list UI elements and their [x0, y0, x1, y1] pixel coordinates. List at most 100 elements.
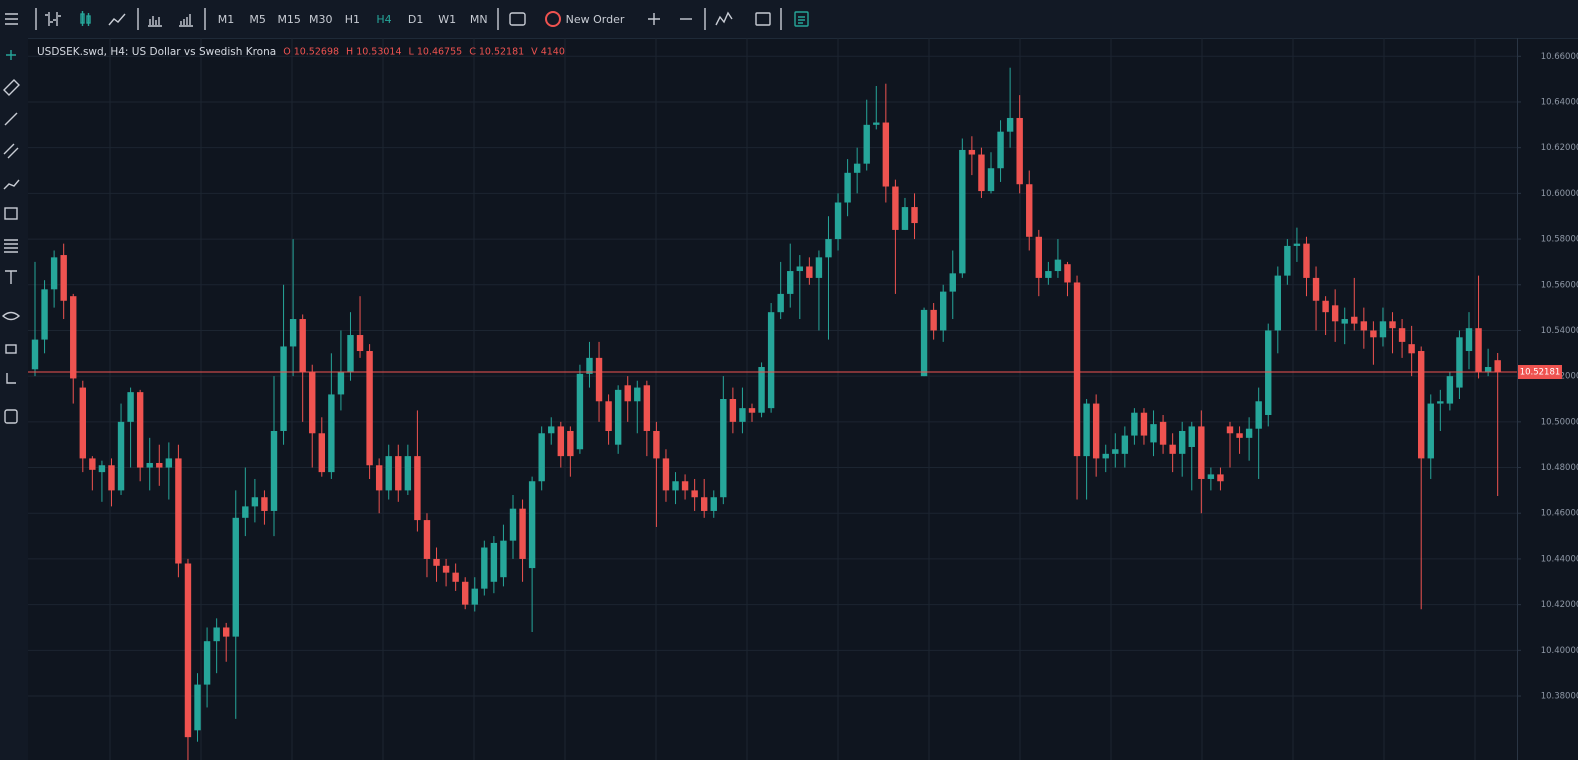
ruler-tool[interactable]: [3, 79, 20, 96]
candle-body: [89, 458, 96, 470]
candle-body: [1331, 305, 1339, 322]
timeframe-button[interactable]: M5: [249, 13, 266, 26]
timeframe-button[interactable]: M30: [309, 13, 333, 26]
last-price-tag: [1518, 365, 1562, 380]
visibility-toggle[interactable]: [1, 311, 21, 321]
new-order-button[interactable]: New Order: [566, 13, 625, 26]
candle-body: [509, 508, 517, 541]
last-price-label: 10.52181: [1520, 368, 1561, 378]
candle-body: [911, 207, 918, 224]
zoom-in-button[interactable]: [648, 13, 660, 25]
polyline-tool[interactable]: [3, 179, 20, 190]
candle-body: [127, 392, 134, 422]
timeframe-button[interactable]: W1: [438, 13, 456, 26]
candle-body: [184, 563, 192, 738]
screenshot-button[interactable]: [509, 12, 526, 26]
candle-body: [767, 312, 775, 409]
candle-body: [930, 309, 937, 331]
candle-body: [136, 392, 144, 468]
candle-body: [1370, 330, 1377, 338]
y-tick-label: 10.42000: [1541, 600, 1578, 610]
line-chart-button[interactable]: [108, 13, 126, 26]
candle-body: [1226, 426, 1234, 434]
candle-body: [1427, 403, 1434, 459]
candle-body: [968, 149, 976, 155]
y-tick-label: 10.38000: [1541, 692, 1578, 702]
timeframe-button[interactable]: M15: [277, 13, 301, 26]
candle-body: [156, 462, 163, 468]
candle-body: [385, 456, 392, 491]
y-tick-label: 10.64000: [1541, 97, 1578, 107]
candle-body: [1322, 300, 1329, 313]
candle-body: [165, 458, 173, 468]
candle-body: [1159, 421, 1167, 445]
candle-body: [146, 462, 153, 468]
candle-body: [901, 207, 909, 230]
candles: [31, 67, 1501, 760]
ohlc-value: L 10.46755: [409, 47, 463, 58]
candle-body: [60, 255, 67, 301]
candle-body: [1274, 275, 1281, 331]
candle-body: [356, 335, 364, 352]
candle-body: [815, 257, 823, 278]
candle-body: [1475, 328, 1482, 372]
candle-body: [1179, 430, 1186, 454]
candle-body: [1255, 401, 1262, 429]
timeframe-button[interactable]: H1: [345, 13, 360, 26]
candle-body: [710, 497, 717, 511]
crosshair-tool[interactable]: [6, 50, 16, 60]
candle-body: [1064, 264, 1071, 283]
candle-body: [452, 572, 459, 582]
timeframe-button[interactable]: M1: [218, 13, 235, 26]
volume-button[interactable]: [148, 16, 162, 27]
candle-body: [806, 266, 813, 278]
candle-chart-button[interactable]: [80, 11, 91, 26]
menu-button[interactable]: [5, 13, 18, 25]
lock-toggle[interactable]: [5, 344, 17, 354]
candle-body: [643, 385, 651, 431]
candle-body: [576, 373, 584, 450]
candle-body: [1026, 184, 1033, 237]
objects-list[interactable]: [4, 409, 18, 424]
timeframe-button[interactable]: D1: [408, 13, 423, 26]
templates-button[interactable]: [794, 11, 809, 27]
candle-body: [404, 456, 412, 491]
grid: 10.66000 10.64000 10.62000 10.60000 10.58000…: [28, 38, 1578, 760]
candle-body: [1494, 360, 1501, 373]
candle-body: [1265, 330, 1272, 415]
fibonacci-tool[interactable]: [4, 239, 18, 253]
candle-body: [490, 542, 498, 582]
candle-body: [787, 271, 794, 294]
candle-body: [1379, 321, 1387, 338]
tick-volume-button[interactable]: [179, 14, 193, 27]
y-tick-label: 10.46000: [1541, 509, 1578, 519]
candle-body: [366, 351, 373, 466]
period-separator-button[interactable]: [755, 12, 771, 26]
candle-body: [1236, 433, 1243, 438]
candle-body: [1360, 321, 1368, 331]
candle-body: [873, 122, 880, 125]
new-order-icon[interactable]: [545, 11, 561, 27]
candle-body: [1351, 316, 1358, 324]
candle-body: [1054, 259, 1062, 272]
candle-body: [337, 371, 345, 395]
candle-body: [1389, 321, 1396, 329]
channel-tool[interactable]: [3, 143, 19, 159]
candle-body: [1418, 351, 1425, 459]
y-tick-label: 10.60000: [1541, 189, 1578, 199]
text-tool[interactable]: [5, 270, 17, 284]
candle-body: [1092, 403, 1100, 459]
ohlc-value: V 4140: [531, 47, 565, 58]
indicators-button[interactable]: [715, 11, 733, 26]
timeframe-button[interactable]: H4: [376, 13, 391, 26]
candle-body: [586, 357, 593, 374]
candle-body: [50, 257, 58, 290]
timeframe-button[interactable]: MN: [470, 13, 488, 26]
shape-tool[interactable]: [4, 207, 18, 220]
tree-tool[interactable]: [6, 373, 16, 384]
y-tick-label: 10.62000: [1541, 143, 1578, 153]
trendline-tool[interactable]: [4, 112, 18, 126]
bar-chart-button[interactable]: [45, 12, 61, 26]
candle-body: [614, 389, 622, 445]
